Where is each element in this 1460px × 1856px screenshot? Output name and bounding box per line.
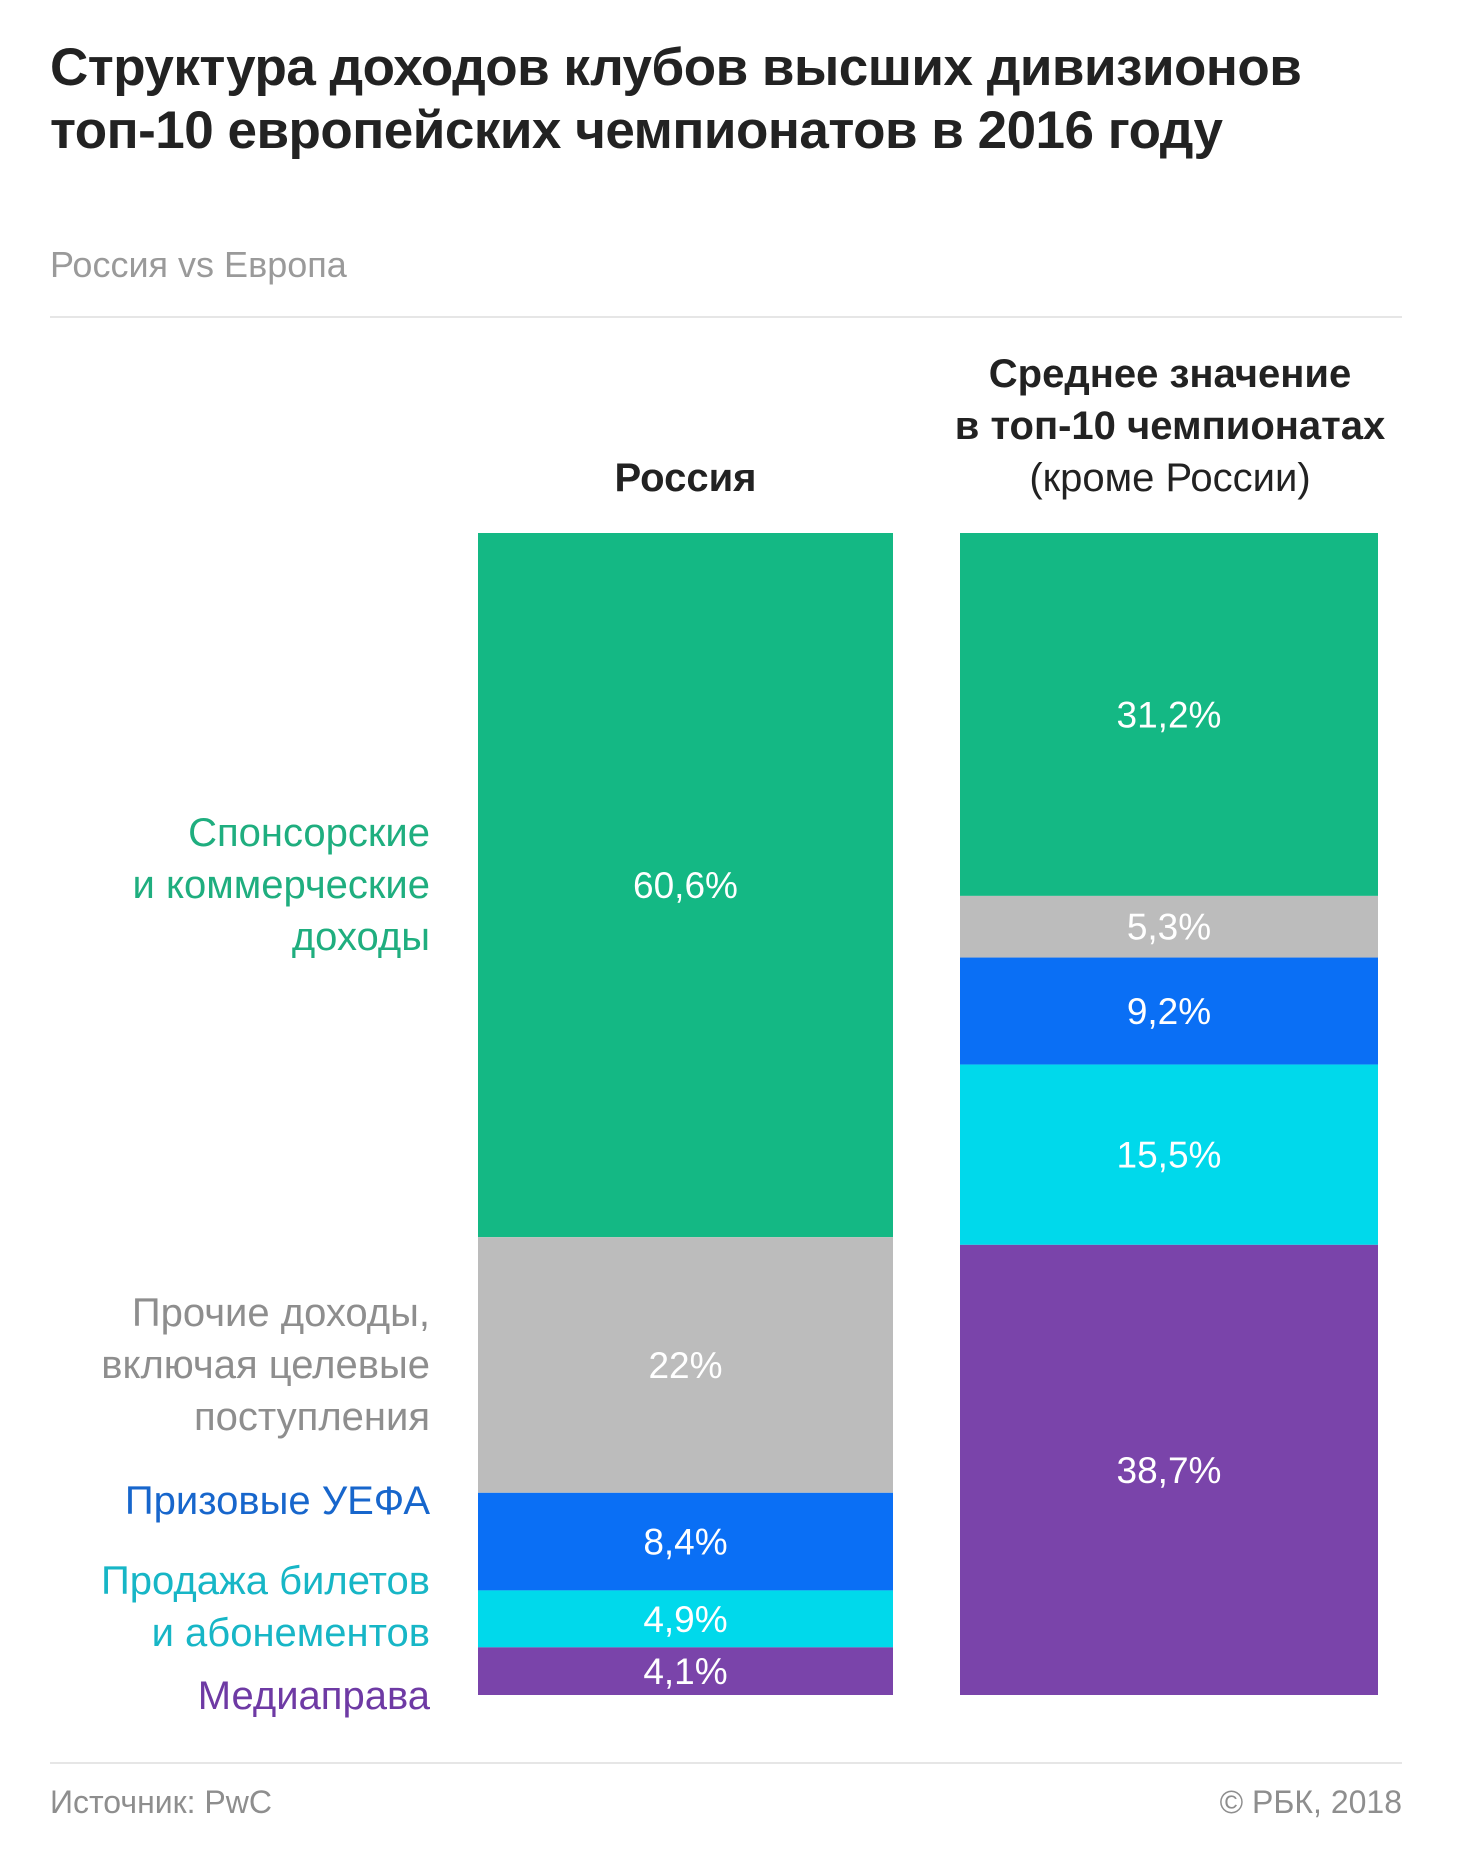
bar-segment-europe-3 (960, 1064, 1378, 1245)
bar-segment-russia-0 (478, 533, 893, 1238)
top-divider (50, 316, 1402, 318)
category-label: Прочие доходы, включая целевые поступлен… (101, 1290, 430, 1439)
category-label: Медиаправа (197, 1674, 430, 1718)
data-label: 38,7% (1117, 1450, 1222, 1491)
column-header-europe-line1: Среднее значение (988, 352, 1352, 396)
data-label: 31,2% (1117, 694, 1222, 735)
category-label: Спонсорские и коммерческие доходы (132, 811, 430, 960)
data-label: 5,3% (1127, 907, 1211, 948)
bar-segment-europe-2 (960, 957, 1378, 1065)
bottom-divider (50, 1762, 1402, 1764)
column-header-russia-label: Россия (614, 456, 757, 500)
bar-segment-russia-4 (478, 1647, 893, 1695)
data-label: 60,6% (633, 865, 738, 906)
source-note: Источник: PwC (50, 1784, 272, 1820)
chart-subtitle: Россия vs Европа (50, 244, 347, 285)
data-label: 4,1% (643, 1651, 727, 1692)
data-label: 9,2% (1127, 991, 1211, 1032)
bar-segment-europe-0 (960, 533, 1378, 896)
data-label: 22% (648, 1345, 722, 1386)
data-label: 8,4% (643, 1522, 727, 1563)
column-header-russia: Россия (478, 452, 893, 504)
data-label: 4,9% (643, 1599, 727, 1640)
bar-segment-russia-2 (478, 1492, 893, 1591)
column-header-europe-line2: в топ-10 чемпионатах (954, 404, 1386, 448)
data-label: 15,5% (1117, 1135, 1222, 1176)
bar-segment-europe-1 (960, 895, 1378, 958)
category-label: Продажа билетов и абонементов (101, 1559, 430, 1655)
copyright-note: © РБК, 2018 (1219, 1784, 1402, 1820)
column-header-europe: Среднее значение в топ-10 чемпионатах (к… (900, 348, 1440, 504)
bar-segment-russia-1 (478, 1237, 893, 1493)
bar-segment-russia-3 (478, 1590, 893, 1648)
chart-title: Структура доходов клубов высших дивизион… (50, 38, 1302, 160)
column-header-europe-line3: (кроме России) (1029, 456, 1311, 500)
bar-segment-europe-4 (960, 1244, 1378, 1695)
category-label: Призовые УЕФА (124, 1479, 430, 1523)
